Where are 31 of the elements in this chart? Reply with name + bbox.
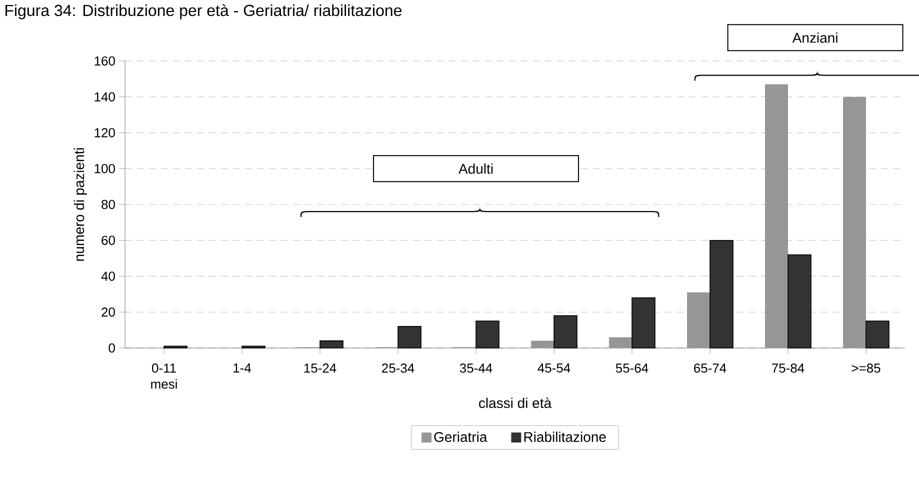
- x-tick-label: 35-44: [460, 364, 492, 373]
- bar: [687, 292, 710, 348]
- x-tick-label: 65-74: [694, 364, 726, 373]
- y-tick-label: 160: [94, 56, 115, 66]
- x-tick-label: 25-34: [382, 364, 414, 373]
- bar: [765, 84, 788, 348]
- bar: [531, 340, 554, 348]
- x-tick-label: 45-54: [538, 364, 570, 373]
- x-tick-label: >=85: [852, 364, 880, 373]
- y-tick-label: 140: [94, 92, 115, 102]
- x-tick-label: 15-24: [304, 364, 336, 373]
- text: Anziani: [792, 32, 838, 43]
- bar: [843, 96, 866, 348]
- bar: [609, 337, 632, 348]
- y-axis-title: numero di pazienti: [74, 148, 87, 261]
- x-tick-label: 75-84: [772, 364, 804, 373]
- y-tick-label: 0: [108, 343, 115, 353]
- y-tick-label: 60: [102, 236, 115, 245]
- chart-title: Figura 34: Distribuzione per età - Geriatria/ riabilitazione: [6, 4, 402, 20]
- x-tick-label: 55-64: [616, 364, 648, 373]
- x-tick-label: 1-4: [234, 364, 252, 372]
- y-tick-label: 80: [102, 200, 115, 210]
- y-tick-label: 120: [94, 128, 115, 138]
- y-tick-label: 40: [101, 272, 115, 281]
- x-axis-title: classi di età: [479, 398, 552, 408]
- y-tick-label: 20: [102, 308, 115, 317]
- x-tick-label: 0-11 mesi: [151, 364, 177, 389]
- legend-label: Riabilitazione: [524, 432, 606, 442]
- legend-label: Geriatria: [434, 432, 488, 442]
- y-tick-label: 100: [94, 164, 115, 174]
- annotation: Adulti: [458, 163, 493, 174]
